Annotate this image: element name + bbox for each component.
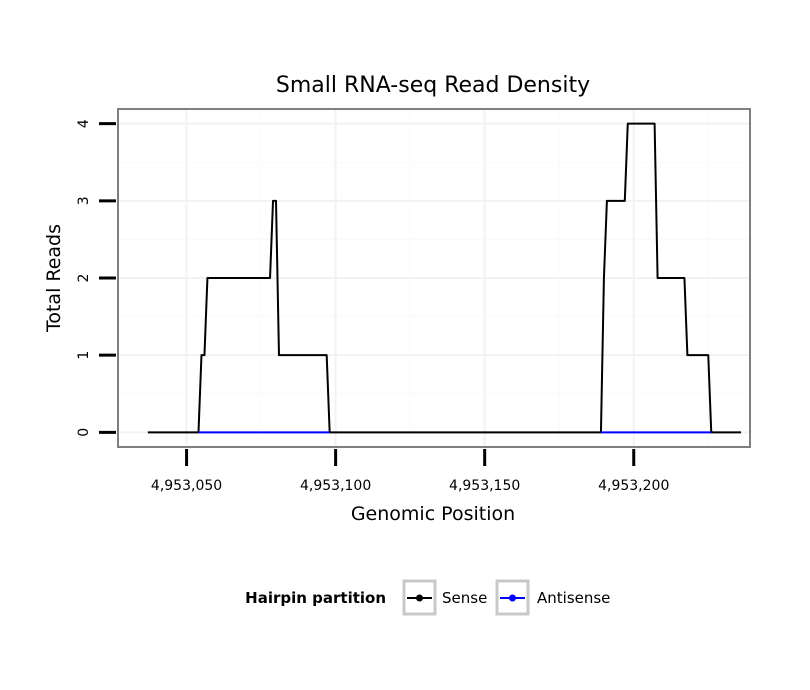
legend-key-sense: Sense <box>402 579 487 616</box>
y-tick-label: 2 <box>76 274 92 283</box>
y-tick-label: 1 <box>76 351 92 360</box>
x-axis: 4,953,050 4,953,100 4,953,150 4,953,200 <box>151 449 669 494</box>
legend-label-antisense: Antisense <box>537 589 610 607</box>
plot-border <box>117 108 751 448</box>
series-layer <box>147 122 742 434</box>
x-tick-label: 4,953,050 <box>151 478 222 494</box>
x-tick-label: 4,953,100 <box>300 478 371 494</box>
legend: Hairpin partition Sense Antisense <box>245 579 610 616</box>
x-axis-title: Genomic Position <box>351 503 515 525</box>
x-tick-label: 4,953,150 <box>449 478 520 494</box>
y-tick-label: 4 <box>76 119 92 128</box>
legend-point-sense <box>416 594 423 602</box>
legend-title: Hairpin partition <box>245 589 386 607</box>
y-axis: 0 1 2 3 4 <box>76 119 116 437</box>
x-tick-label: 4,953,200 <box>598 478 669 494</box>
legend-key-antisense: Antisense <box>495 579 610 616</box>
legend-label-sense: Sense <box>442 589 487 607</box>
y-tick-label: 3 <box>76 196 92 205</box>
y-axis-title: Total Reads <box>43 224 65 333</box>
grid <box>118 109 750 447</box>
legend-point-antisense <box>509 594 516 602</box>
y-tick-label: 0 <box>76 428 92 437</box>
chart-title: Small RNA-seq Read Density <box>276 73 590 98</box>
